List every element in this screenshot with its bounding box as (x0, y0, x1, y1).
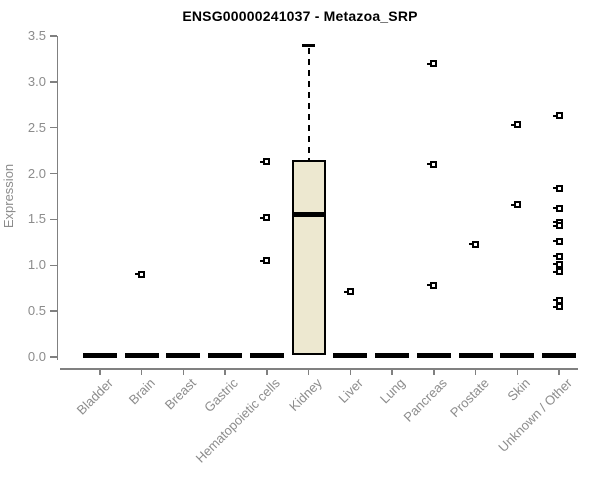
outlier-point (472, 240, 480, 248)
outlier-point (513, 201, 521, 209)
outlier-point-nub (552, 224, 556, 227)
outlier-point-nub (427, 284, 431, 287)
collapsed-box-bar (249, 352, 284, 358)
outlier-point-nub (552, 270, 556, 273)
y-tick (50, 218, 57, 221)
x-tick (349, 368, 352, 375)
chart-title: ENSG00000241037 - Metazoa_SRP (182, 8, 418, 24)
outlier-point (430, 160, 438, 168)
x-tick (433, 368, 435, 375)
x-tick (474, 368, 477, 375)
outlier-point (555, 252, 563, 260)
outlier-point (555, 296, 563, 304)
outlier-point-nub (343, 290, 347, 293)
outlier-point (555, 222, 563, 230)
outlier-point-nub (552, 221, 556, 224)
y-tick-label: 1.5 (27, 211, 46, 227)
y-axis-line (56, 36, 58, 360)
outlier-point (513, 121, 521, 129)
y-tick-label: 3.5 (27, 28, 46, 43)
outlier-point (555, 268, 563, 276)
outlier-point (555, 112, 563, 120)
outlier-point-nub (552, 187, 556, 190)
collapsed-box-bar (208, 352, 243, 358)
outlier-point (555, 184, 563, 192)
whisker-line (307, 48, 310, 160)
x-tick (307, 368, 310, 375)
y-tick-label: 2.0 (27, 165, 46, 181)
y-tick-label: 1.0 (27, 257, 46, 273)
collapsed-box-bar (458, 352, 493, 358)
x-tick (516, 368, 519, 375)
outlier-point (430, 281, 438, 289)
outlier-point-nub (510, 203, 514, 206)
outlier-point (555, 204, 563, 212)
y-tick-label: 0.5 (27, 303, 46, 319)
y-tick (50, 356, 57, 358)
x-tick (266, 368, 268, 375)
y-tick-label: 3.0 (27, 73, 46, 89)
outlier-point (138, 270, 146, 278)
x-tick (182, 368, 185, 375)
y-tick-label: 2.5 (27, 119, 46, 135)
collapsed-box-bar (500, 352, 535, 358)
y-axis-label: Expression (1, 163, 16, 229)
outlier-point-nub (552, 305, 556, 308)
y-tick (50, 126, 57, 129)
y-tick (50, 264, 57, 267)
y-tick (50, 172, 57, 175)
box-median-line (291, 212, 326, 218)
outlier-point-nub (552, 240, 556, 243)
outlier-point-nub (427, 163, 431, 166)
outlier-point (430, 60, 438, 68)
x-axis-line (60, 368, 578, 370)
x-tick (558, 368, 560, 375)
y-tick (50, 35, 57, 37)
x-tick (391, 368, 393, 375)
outlier-point (263, 158, 271, 166)
x-tick (224, 368, 226, 375)
collapsed-box-bar (416, 352, 451, 358)
outlier-point (346, 288, 354, 296)
outlier-point (555, 237, 563, 245)
outlier-point (555, 303, 563, 311)
whisker-cap (302, 44, 316, 48)
outlier-point (263, 257, 271, 265)
outlier-point-nub (552, 207, 556, 210)
outlier-point-nub (260, 259, 264, 262)
box (291, 159, 326, 356)
outlier-point-nub (510, 123, 514, 126)
outlier-point-nub (552, 114, 556, 117)
outlier-point-nub (135, 273, 139, 276)
outlier-point-nub (427, 62, 431, 65)
outlier-point-nub (260, 160, 264, 163)
outlier-point-nub (552, 299, 556, 302)
y-tick (50, 81, 57, 83)
collapsed-box-bar (124, 352, 159, 358)
y-tick (50, 310, 57, 312)
outlier-point (263, 214, 271, 222)
x-tick (140, 368, 143, 375)
collapsed-box-bar (333, 352, 368, 358)
outlier-point-nub (260, 216, 264, 219)
x-tick (99, 368, 101, 375)
collapsed-box-bar (375, 352, 410, 358)
outlier-point (555, 260, 563, 268)
collapsed-box-bar (166, 352, 201, 358)
outlier-point-nub (552, 255, 556, 258)
outlier-point-nub (469, 243, 473, 246)
outlier-point-nub (552, 263, 556, 266)
y-tick-label: 0.0 (27, 349, 46, 364)
collapsed-box-bar (542, 352, 577, 358)
collapsed-box-bar (83, 352, 117, 358)
